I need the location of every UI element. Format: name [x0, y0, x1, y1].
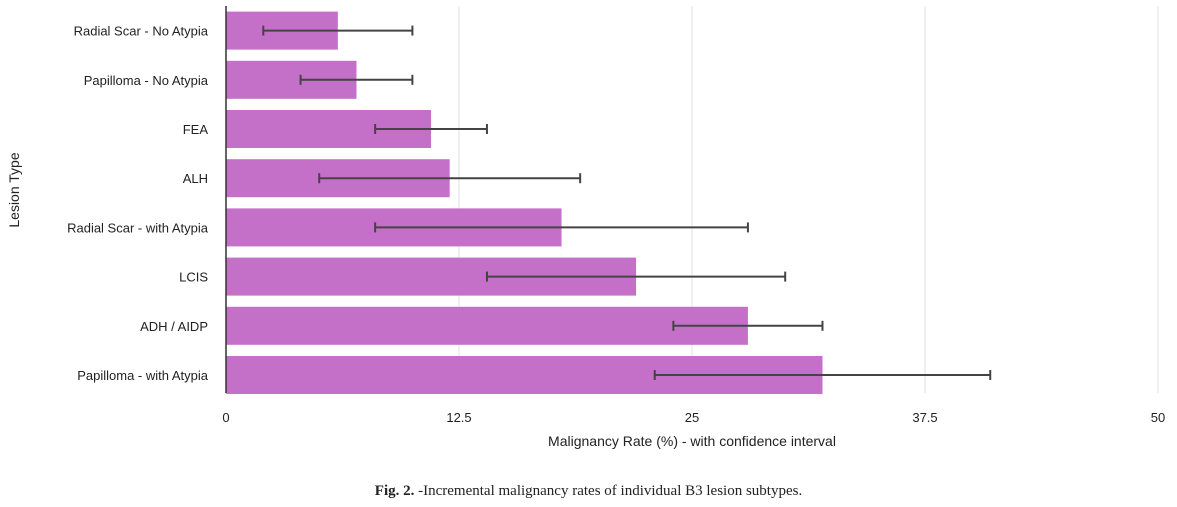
x-tick-label: 50	[1151, 410, 1165, 425]
bar-chart: Radial Scar - No Atypia Papilloma - No At…	[6, 6, 1165, 449]
x-tick-label: 25	[685, 410, 699, 425]
caption-label: Fig. 2.	[374, 483, 415, 499]
category-label: ALH	[183, 171, 208, 186]
caption-text: -Incremental malignancy rates of individ…	[414, 483, 803, 499]
category-label: FEA	[183, 122, 209, 137]
y-axis-label: Lesion Type	[6, 152, 22, 227]
figure-caption: Fig. 2. -Incremental malignancy rates of…	[0, 483, 1177, 500]
category-label: Papilloma - with Atypia	[77, 368, 209, 383]
bar	[226, 306, 748, 345]
category-label: ADH / AIDP	[140, 319, 208, 334]
category-label: Papilloma - No Atypia	[84, 73, 209, 88]
x-tick-label: 12.5	[446, 410, 471, 425]
category-label: LCIS	[179, 270, 208, 285]
category-label: Radial Scar - with Atypia	[67, 220, 209, 235]
x-axis-label: Malignancy Rate (%) - with confidence in…	[548, 433, 836, 449]
category-label: Radial Scar - No Atypia	[74, 24, 209, 39]
x-tick-label: 37.5	[912, 410, 937, 425]
x-tick-label: 0	[222, 410, 229, 425]
